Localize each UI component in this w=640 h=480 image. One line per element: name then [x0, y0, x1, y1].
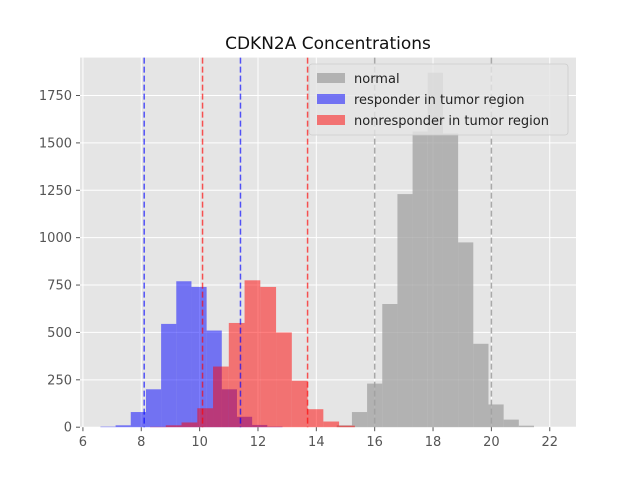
histogram-bar: [165, 425, 182, 428]
y-tick-label: 250: [47, 373, 72, 388]
histogram-bar: [161, 323, 177, 428]
legend-swatch: [317, 94, 345, 104]
histogram-bar: [145, 389, 162, 428]
histogram-bar: [100, 426, 116, 428]
series-0-bars: [336, 72, 534, 428]
legend-label: normal: [354, 72, 400, 87]
legend-swatch: [317, 115, 345, 125]
legend: normal responder in tumor region nonrespon…: [308, 63, 569, 136]
y-tick-label: 500: [47, 326, 72, 341]
x-tick-label: 6: [79, 435, 87, 450]
legend-label: nonresponder in tumor region: [354, 114, 549, 129]
histogram-bar: [244, 280, 261, 428]
y-tick-label: 0: [64, 421, 72, 436]
x-tick-label: 14: [308, 435, 325, 450]
histogram-bar: [181, 422, 198, 428]
x-tick-label: 10: [191, 435, 208, 450]
histogram-bar: [442, 133, 459, 428]
y-tick-label: 750: [47, 279, 72, 294]
x-tick-label: 8: [137, 435, 145, 450]
legend-frame: [308, 63, 569, 136]
y-tick-label: 1000: [39, 231, 72, 246]
x-tick-label: 12: [250, 435, 267, 450]
histogram-bar: [323, 421, 340, 428]
histogram-bar: [307, 409, 324, 428]
x-tick-label: 16: [366, 435, 383, 450]
axis-ticks: 6 8 10 12 14 16 18 20 22 0 250 500 750 1000 1250 1500 17…: [39, 89, 558, 450]
histogram-bar: [351, 412, 368, 428]
histogram-bar: [197, 408, 214, 428]
histogram-bar: [176, 281, 192, 428]
histogram-bar: [473, 343, 489, 428]
histogram-bar: [115, 425, 131, 428]
histogram-bar: [488, 404, 504, 428]
legend-swatch: [317, 73, 345, 83]
histogram-bar: [191, 286, 207, 428]
y-tick-label: 1750: [39, 89, 72, 104]
histogram-bar: [130, 412, 146, 428]
reference-lines: [143, 57, 493, 428]
x-tick-label: 22: [541, 435, 558, 450]
histogram-bar: [412, 131, 428, 428]
chart-title: CDKN2A Concentrations: [225, 34, 431, 54]
y-tick-label: 1500: [39, 136, 72, 151]
histogram-bars: [100, 72, 534, 428]
histogram-bar: [276, 332, 292, 428]
x-tick-label: 20: [483, 435, 500, 450]
histogram-bar: [213, 366, 229, 428]
histogram-bar: [291, 380, 308, 428]
histogram-bar: [458, 242, 474, 428]
histogram-bar: [260, 286, 277, 428]
histogram-bar: [518, 425, 534, 428]
histogram-bar: [503, 419, 519, 428]
legend-label: responder in tumor region: [354, 93, 525, 108]
histogram-bar: [382, 304, 398, 428]
histogram-bar: [228, 322, 245, 428]
histogram-bar: [397, 194, 413, 428]
y-tick-label: 1250: [39, 184, 72, 199]
x-tick-label: 18: [425, 435, 442, 450]
histogram-bar: [427, 72, 443, 428]
histogram-bar: [339, 425, 355, 428]
